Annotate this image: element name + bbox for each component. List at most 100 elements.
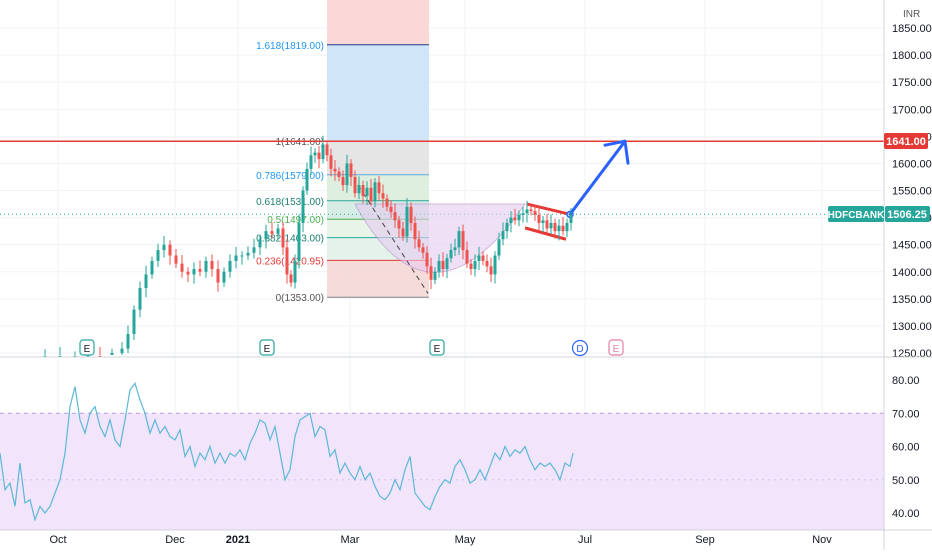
fib-level-label: 1(1641.00) bbox=[276, 137, 324, 148]
fib-level-label: 0.618(1531.00) bbox=[256, 197, 324, 208]
earnings-marker[interactable]: E bbox=[79, 339, 95, 356]
candle-body bbox=[198, 269, 202, 272]
rsi-tick-label: 40.00 bbox=[892, 508, 920, 520]
candle-body bbox=[58, 355, 62, 357]
x-tick-label: Jul bbox=[578, 534, 592, 546]
candle-body bbox=[529, 209, 533, 212]
fib-level-label: 0.786(1579.00) bbox=[256, 171, 324, 182]
candle-body bbox=[281, 228, 285, 248]
fib-level-label: 1.618(1819.00) bbox=[256, 41, 324, 52]
candle-body bbox=[517, 214, 521, 221]
candle-body bbox=[557, 225, 561, 232]
candle-body bbox=[521, 213, 525, 215]
x-tick-label: Dec bbox=[165, 534, 185, 546]
y-tick-label: 1550.00 bbox=[892, 186, 932, 198]
candle-body bbox=[180, 263, 184, 272]
candle-body bbox=[120, 348, 124, 353]
candle-body bbox=[361, 185, 365, 196]
candle-body bbox=[417, 239, 421, 248]
candle-body bbox=[401, 228, 405, 237]
last-price-text: 1506.25 bbox=[887, 209, 927, 221]
candle-body bbox=[98, 355, 102, 357]
x-tick-label: Mar bbox=[341, 534, 360, 546]
candle-body bbox=[353, 176, 357, 194]
candle-body bbox=[465, 250, 469, 264]
candle-body bbox=[541, 220, 545, 223]
candle-body bbox=[349, 163, 353, 177]
candle-body bbox=[385, 198, 389, 207]
fib-zone-top bbox=[327, 0, 429, 45]
candle-body bbox=[150, 260, 154, 275]
rsi-band bbox=[0, 413, 884, 530]
rsi-tick-label: 80.00 bbox=[892, 375, 920, 387]
candle-body bbox=[421, 247, 425, 253]
candle-body bbox=[389, 206, 393, 213]
candle-body bbox=[525, 209, 529, 214]
y-tick-label: 1800.00 bbox=[892, 50, 932, 62]
fib-level-label: 0.236(1420.95) bbox=[256, 256, 324, 267]
candle-body bbox=[505, 223, 509, 232]
candle-body bbox=[489, 266, 493, 275]
y-tick-label: 1450.00 bbox=[892, 240, 932, 252]
resistance-price-text: 1641.00 bbox=[886, 136, 926, 148]
fib-zone bbox=[327, 141, 429, 175]
fib-zone-extension bbox=[327, 44, 429, 142]
candle-body bbox=[509, 217, 513, 223]
earnings-marker[interactable]: E bbox=[259, 339, 275, 356]
candle-body bbox=[132, 309, 136, 335]
candle-body bbox=[513, 217, 517, 221]
candle-body bbox=[276, 228, 280, 234]
x-tick-label: Sep bbox=[695, 534, 715, 546]
earnings-marker-label: E bbox=[434, 344, 441, 355]
earnings-marker-badge bbox=[259, 339, 275, 356]
rsi-line bbox=[0, 382, 574, 522]
candle-body bbox=[305, 168, 309, 191]
earnings-marker-badge bbox=[429, 339, 445, 356]
candle-body bbox=[210, 260, 214, 270]
candle-body bbox=[493, 255, 497, 275]
candle-body bbox=[110, 353, 114, 355]
y-tick-label: 1750.00 bbox=[892, 77, 932, 89]
symbol-tag[interactable]: HDFCBANK bbox=[828, 206, 885, 222]
candle-body bbox=[341, 176, 345, 186]
candle-body bbox=[228, 260, 232, 272]
candle-body bbox=[174, 255, 178, 264]
candle-body bbox=[561, 225, 565, 232]
candle-body bbox=[437, 260, 441, 272]
rsi-tick-label: 70.00 bbox=[892, 408, 920, 420]
y-tick-label: 1300.00 bbox=[892, 321, 932, 333]
candle-body bbox=[377, 182, 381, 194]
candle-body bbox=[453, 247, 457, 251]
candle-body bbox=[425, 252, 429, 267]
rsi-tick-label: 50.00 bbox=[892, 475, 920, 487]
candle-body bbox=[216, 269, 220, 283]
candle-body bbox=[477, 255, 481, 261]
candle-body bbox=[565, 223, 569, 232]
x-tick-label: May bbox=[455, 534, 476, 546]
candle-body bbox=[369, 187, 373, 202]
currency-label: INR bbox=[903, 9, 920, 20]
candle-body bbox=[553, 223, 557, 232]
candle-body bbox=[43, 355, 47, 357]
candle-body bbox=[309, 155, 313, 169]
candle-body bbox=[429, 266, 433, 280]
candle-body bbox=[337, 171, 341, 177]
candle-body bbox=[405, 206, 409, 237]
earnings-marker[interactable]: E bbox=[608, 339, 624, 356]
candle-body bbox=[393, 212, 397, 221]
x-tick-label: Oct bbox=[49, 534, 66, 546]
candle-body bbox=[240, 255, 244, 257]
candle-body bbox=[345, 163, 349, 186]
rsi-tick-label: 60.00 bbox=[892, 442, 920, 454]
last-price-tag: 1506.25 bbox=[885, 206, 930, 222]
candle-body bbox=[168, 244, 172, 256]
candle-body bbox=[246, 252, 250, 256]
projection-arrow-head bbox=[603, 139, 630, 165]
candle-body bbox=[449, 250, 453, 259]
dividend-marker[interactable]: D bbox=[571, 339, 589, 357]
earnings-marker[interactable]: E bbox=[429, 339, 445, 356]
candle-body bbox=[285, 247, 289, 275]
candle-body bbox=[501, 231, 505, 240]
